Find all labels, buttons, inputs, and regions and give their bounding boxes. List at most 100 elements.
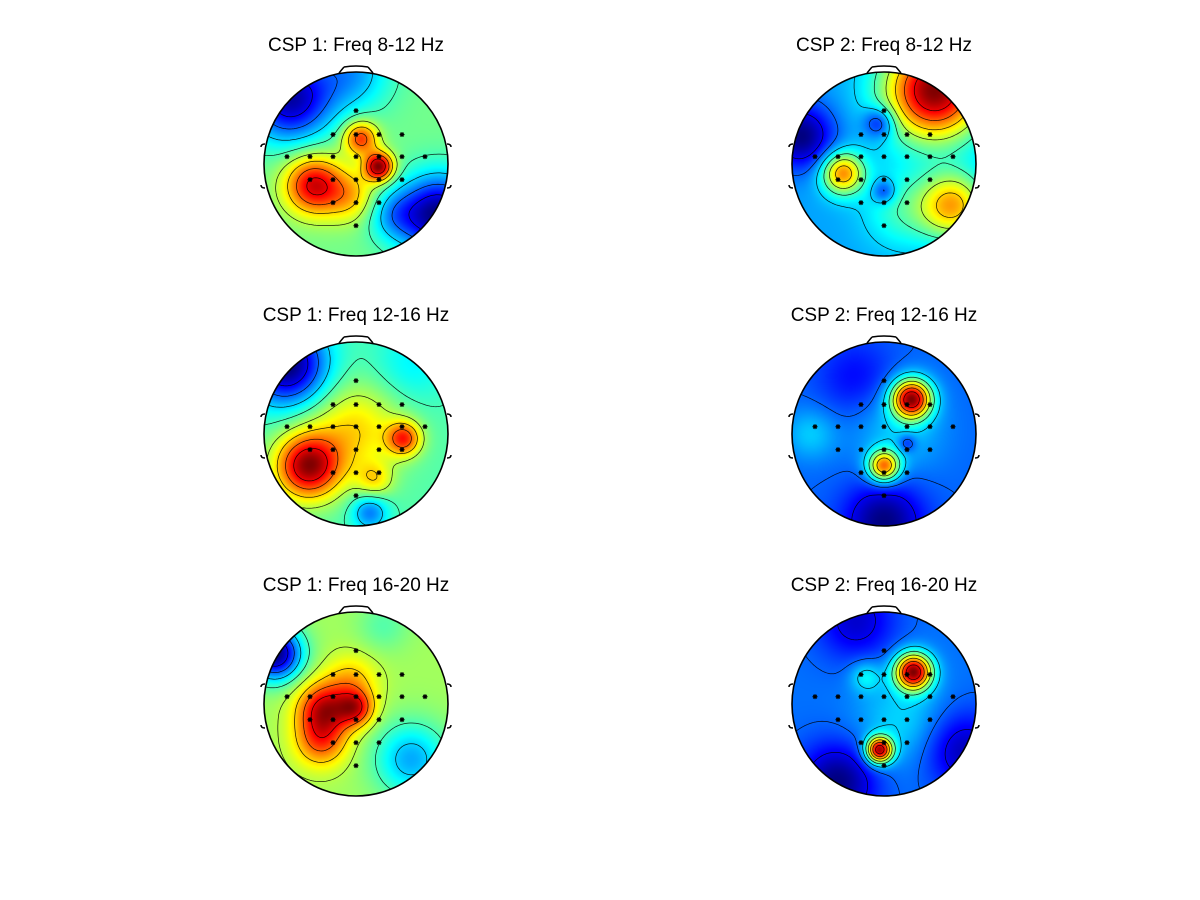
scalp-circle bbox=[263, 611, 449, 797]
electrode-marker bbox=[422, 424, 428, 430]
right-ear-mark bbox=[446, 683, 452, 729]
electrode-marker bbox=[881, 648, 887, 654]
electrode-marker bbox=[353, 200, 359, 206]
nose-mark bbox=[338, 335, 374, 344]
electrode-marker bbox=[904, 717, 910, 723]
electrode-marker bbox=[376, 200, 382, 206]
topoplot-panel-csp2-16-20: CSP 2: Freq 16-20 Hz bbox=[788, 575, 980, 797]
scalp-circle bbox=[791, 611, 977, 797]
electrode-marker bbox=[904, 200, 910, 206]
electrode-marker bbox=[927, 132, 933, 138]
electrode-marker bbox=[330, 402, 336, 408]
electrode-marker bbox=[353, 447, 359, 453]
panel-title: CSP 2: Freq 8-12 Hz bbox=[796, 35, 972, 56]
electrode-marker bbox=[812, 694, 818, 700]
electrode-marker bbox=[881, 223, 887, 229]
electrode-marker bbox=[353, 763, 359, 769]
electrode-marker bbox=[858, 200, 864, 206]
electrode-marker bbox=[399, 154, 405, 160]
right-ear-mark bbox=[446, 143, 452, 189]
electrode-marker bbox=[927, 447, 933, 453]
electrode-marker bbox=[904, 672, 910, 678]
electrode-marker bbox=[950, 424, 956, 430]
electrode-marker bbox=[881, 717, 887, 723]
head-outline bbox=[260, 605, 452, 797]
electrode-marker bbox=[353, 154, 359, 160]
panel-title: CSP 2: Freq 12-16 Hz bbox=[791, 305, 978, 326]
electrode-marker bbox=[399, 447, 405, 453]
electrode-marker bbox=[376, 470, 382, 476]
electrode-marker bbox=[330, 200, 336, 206]
scalp-map bbox=[264, 612, 448, 796]
electrode-marker bbox=[330, 132, 336, 138]
electrode-marker bbox=[927, 424, 933, 430]
scalp-map bbox=[792, 342, 976, 526]
electrode-marker bbox=[881, 108, 887, 114]
head-outline bbox=[788, 65, 980, 257]
electrode-marker bbox=[353, 108, 359, 114]
electrode-marker bbox=[835, 154, 841, 160]
electrode-marker bbox=[353, 493, 359, 499]
scalp-circle bbox=[791, 341, 977, 527]
nose-mark bbox=[338, 65, 374, 74]
electrode-marker bbox=[881, 694, 887, 700]
electrode-marker bbox=[904, 132, 910, 138]
electrode-marker bbox=[904, 424, 910, 430]
electrode-marker bbox=[904, 402, 910, 408]
electrode-marker bbox=[353, 470, 359, 476]
topoplot-panel-csp2-12-16: CSP 2: Freq 12-16 Hz bbox=[788, 305, 980, 527]
electrode-marker bbox=[927, 154, 933, 160]
electrode-marker bbox=[330, 740, 336, 746]
electrode-marker bbox=[858, 447, 864, 453]
electrode-marker bbox=[376, 154, 382, 160]
electrode-marker bbox=[330, 470, 336, 476]
electrode-marker bbox=[376, 424, 382, 430]
electrode-marker bbox=[330, 447, 336, 453]
electrode-marker bbox=[353, 424, 359, 430]
electrode-marker bbox=[927, 402, 933, 408]
electrode-marker bbox=[881, 424, 887, 430]
electrode-marker bbox=[353, 177, 359, 183]
electrode-marker bbox=[399, 672, 405, 678]
electrode-marker bbox=[376, 740, 382, 746]
electrode-markers bbox=[284, 648, 428, 769]
scalp-circle bbox=[791, 71, 977, 257]
electrode-marker bbox=[881, 447, 887, 453]
electrode-marker bbox=[881, 740, 887, 746]
panel-title: CSP 1: Freq 8-12 Hz bbox=[268, 35, 444, 56]
electrode-marker bbox=[881, 470, 887, 476]
electrode-marker bbox=[307, 154, 313, 160]
electrode-marker bbox=[399, 402, 405, 408]
electrode-markers bbox=[812, 108, 956, 229]
electrode-marker bbox=[881, 378, 887, 384]
electrode-marker bbox=[904, 694, 910, 700]
electrode-marker bbox=[376, 717, 382, 723]
electrode-marker bbox=[353, 740, 359, 746]
electrode-marker bbox=[835, 177, 841, 183]
right-ear-mark bbox=[446, 413, 452, 459]
left-ear-mark bbox=[260, 683, 266, 729]
electrode-marker bbox=[858, 694, 864, 700]
topoplot-panel-csp2-8-12: CSP 2: Freq 8-12 Hz bbox=[788, 35, 980, 257]
electrode-marker bbox=[422, 694, 428, 700]
electrode-marker bbox=[858, 424, 864, 430]
electrode-marker bbox=[904, 740, 910, 746]
electrode-marker bbox=[376, 177, 382, 183]
left-ear-mark bbox=[260, 413, 266, 459]
electrode-marker bbox=[399, 717, 405, 723]
nose-mark bbox=[338, 605, 374, 614]
electrode-marker bbox=[835, 424, 841, 430]
electrode-marker bbox=[858, 132, 864, 138]
electrode-marker bbox=[812, 154, 818, 160]
electrode-markers bbox=[284, 378, 428, 499]
topoplot-panel-csp1-12-16: CSP 1: Freq 12-16 Hz bbox=[260, 305, 452, 527]
electrode-marker bbox=[330, 694, 336, 700]
electrode-marker bbox=[353, 672, 359, 678]
electrode-marker bbox=[881, 493, 887, 499]
electrode-marker bbox=[353, 694, 359, 700]
electrode-marker bbox=[858, 672, 864, 678]
electrode-marker bbox=[881, 672, 887, 678]
left-ear-mark bbox=[788, 143, 794, 189]
electrode-marker bbox=[353, 648, 359, 654]
